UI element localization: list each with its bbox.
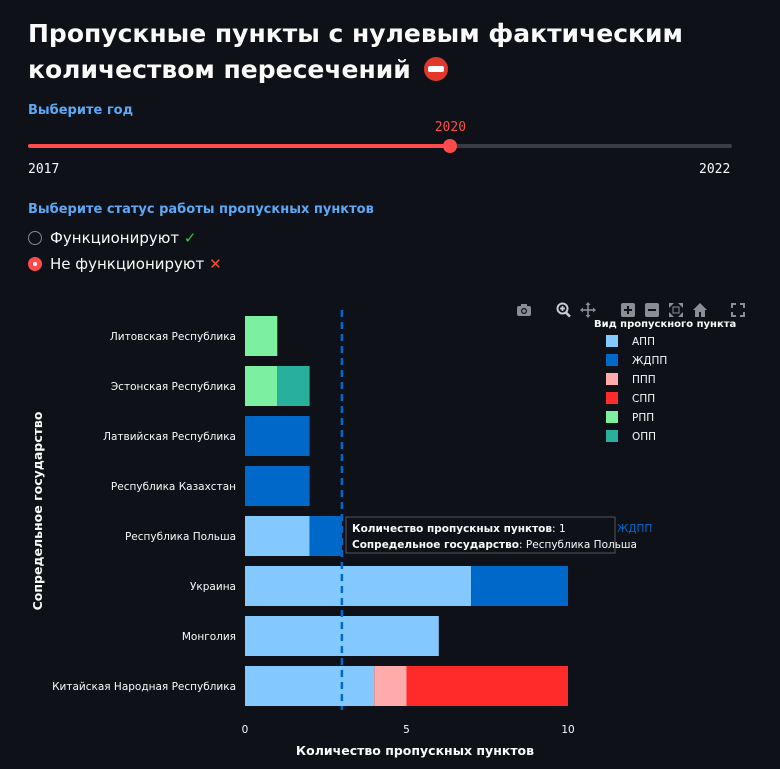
x-tick-label: 0 <box>242 724 249 736</box>
radio-option-not-functioning[interactable]: Не функционируют ✕ <box>28 255 222 273</box>
tooltip-line-1: Количество пропускных пунктов: 1 <box>352 523 566 535</box>
legend-swatch[interactable] <box>606 411 618 423</box>
legend-swatch[interactable] <box>606 354 618 366</box>
legend-swatch[interactable] <box>606 373 618 385</box>
chart-toolbar <box>516 302 746 318</box>
cross-mark-icon: ✕ <box>209 255 222 273</box>
bar-segment[interactable] <box>245 566 472 606</box>
legend-swatch[interactable] <box>606 335 618 347</box>
bar-segment[interactable] <box>245 366 278 406</box>
fullscreen-icon[interactable] <box>730 302 746 318</box>
x-tick-label: 10 <box>561 724 574 736</box>
hover-tooltip: Количество пропускных пунктов: 1 Сопреде… <box>345 516 652 554</box>
check-mark-icon: ✓ <box>183 229 197 247</box>
bar-segment[interactable] <box>406 666 569 706</box>
year-slider-value: 2020 <box>434 120 467 135</box>
legend-label[interactable]: СПП <box>632 393 655 405</box>
zoom-out-icon[interactable] <box>644 302 660 318</box>
year-slider-fill <box>28 144 451 148</box>
bar-segment[interactable] <box>245 516 310 556</box>
camera-icon[interactable] <box>516 302 532 318</box>
bar-segment[interactable] <box>245 416 310 456</box>
tooltip-trace-name: ЖДПП <box>617 523 652 535</box>
legend-label[interactable]: ППП <box>632 374 656 386</box>
zoom-icon[interactable] <box>556 302 572 318</box>
page-title: Пропускные пункты с нулевым фактическим … <box>28 19 683 84</box>
y-tick-label: Республика Казахстан <box>111 481 236 493</box>
radio-option-functioning[interactable]: Функционируют ✓ <box>28 229 196 247</box>
tooltip-box <box>345 516 616 554</box>
bar-segment[interactable] <box>374 666 407 706</box>
legend-label[interactable]: АПП <box>632 336 655 348</box>
radio-circle[interactable] <box>28 231 42 245</box>
year-slider[interactable]: 2020 <box>28 120 732 153</box>
x-tick-label: 5 <box>403 724 410 736</box>
year-slider-min: 2017 <box>28 162 60 177</box>
legend-swatch[interactable] <box>606 392 618 404</box>
y-tick-label: Латвийская Республика <box>103 431 236 443</box>
bar-segment[interactable] <box>245 466 310 506</box>
year-slider-thumb[interactable] <box>443 139 458 153</box>
bar-segment[interactable] <box>309 516 342 556</box>
legend-label[interactable]: ОПП <box>632 431 656 443</box>
y-axis-title: Сопредельное государство <box>30 411 45 610</box>
legend-title: Вид пропускного пункта <box>594 319 736 330</box>
year-slider-max: 2022 <box>699 162 731 177</box>
bar-segment[interactable] <box>471 566 568 606</box>
legend-label[interactable]: РПП <box>632 412 654 424</box>
pan-icon[interactable] <box>580 302 596 318</box>
radio-circle-selected[interactable] <box>28 257 42 271</box>
y-tick-label: Эстонская Республика <box>111 381 236 393</box>
legend-label[interactable]: ЖДПП <box>632 355 667 367</box>
y-tick-label: Китайская Народная Республика <box>52 681 236 693</box>
bars-group <box>245 316 568 706</box>
bar-segment[interactable] <box>245 316 278 356</box>
home-icon[interactable] <box>692 302 708 318</box>
status-radio-label: Выберите статус работы пропускных пункто… <box>28 202 374 217</box>
y-tick-label: Литовская Республика <box>110 331 236 343</box>
zoom-in-icon[interactable] <box>620 302 636 318</box>
bar-segment[interactable] <box>245 666 375 706</box>
y-tick-label: Монголия <box>182 631 236 643</box>
x-axis-title: Количество пропускных пунктов <box>296 743 534 758</box>
legend-swatch[interactable] <box>606 430 618 442</box>
autoscale-icon[interactable] <box>668 302 684 318</box>
bar-segment[interactable] <box>277 366 310 406</box>
x-tick-labels: 0 5 10 <box>242 724 575 736</box>
y-tick-label: Республика Польша <box>125 531 236 543</box>
no-entry-emoji-icon <box>423 57 448 81</box>
bar-segment[interactable] <box>245 616 439 656</box>
year-slider-label: Выберите год <box>28 103 134 118</box>
y-tick-label: Украина <box>190 581 236 593</box>
y-tick-labels: Литовская Республика Эстонская Республика… <box>52 331 236 693</box>
legend: АПП ЖДПП ППП СПП РПП ОПП <box>606 335 667 443</box>
tooltip-line-2: Сопредельное государство: Республика Пол… <box>352 539 637 551</box>
